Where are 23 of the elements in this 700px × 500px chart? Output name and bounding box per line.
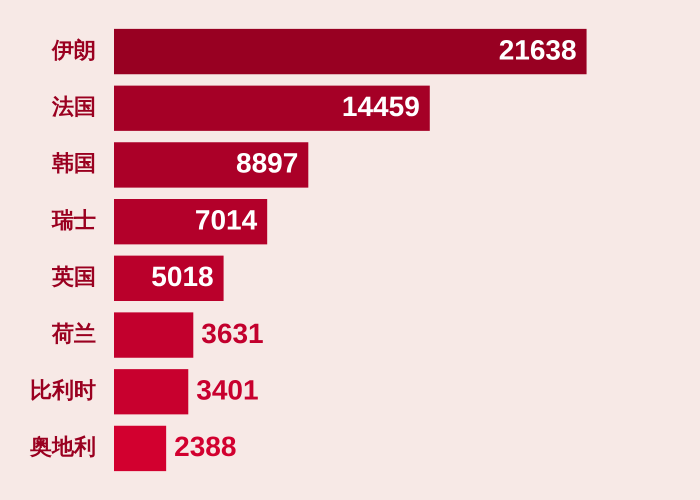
y-tick-label: 瑞士 (51, 208, 96, 234)
data-label: 21638 (498, 34, 577, 66)
y-tick-label: 奥地利 (29, 435, 96, 460)
y-tick-label: 英国 (51, 265, 96, 290)
y-tick-label: 比利时 (30, 378, 96, 404)
data-label: 2388 (174, 431, 236, 462)
y-tick-label: 法国 (51, 94, 96, 120)
data-label: 8897 (236, 148, 298, 179)
bar (114, 312, 194, 358)
data-label: 5018 (151, 261, 214, 292)
bar (114, 198, 268, 244)
y-tick-label: 韩国 (51, 152, 96, 177)
data-label: 3401 (196, 374, 259, 406)
y-tick-label: 荷兰 (51, 320, 96, 347)
bar (114, 28, 587, 74)
bar (114, 142, 308, 188)
y-tick-label: 伊朗 (51, 37, 96, 64)
bar (114, 426, 166, 472)
bar (114, 86, 430, 131)
data-label: 3631 (201, 318, 264, 349)
data-label: 14459 (342, 90, 420, 122)
data-label: 7014 (194, 204, 258, 236)
bar (114, 369, 188, 414)
